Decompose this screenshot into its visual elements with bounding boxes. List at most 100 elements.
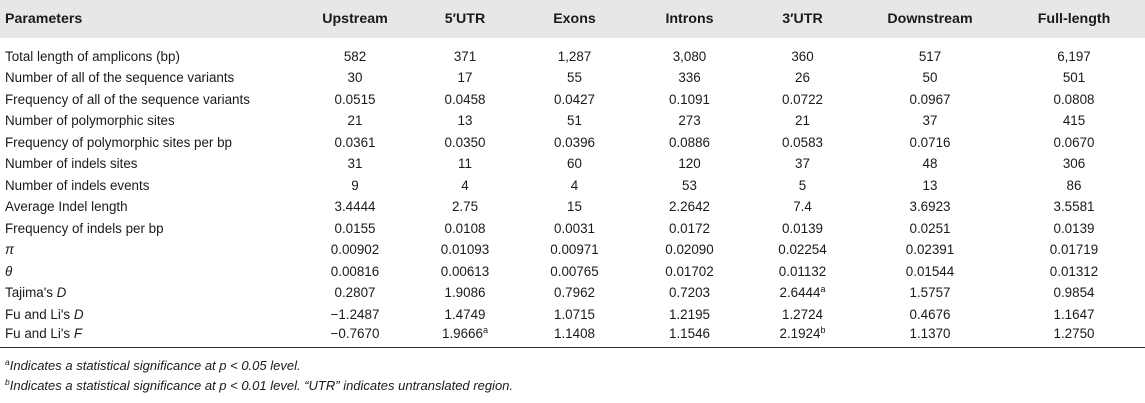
table-cell: 1.1408	[518, 325, 631, 347]
cell-value: 0.01312	[1049, 263, 1099, 279]
cell-value: 1.0715	[554, 306, 595, 322]
row-label: Frequency of indels per bp	[0, 218, 298, 240]
cell-value: 9	[351, 177, 359, 193]
table-cell: 0.0139	[1003, 218, 1145, 240]
table-cell: 1.2750	[1003, 325, 1145, 347]
footnote-text: Indicates a statistical significance at …	[9, 357, 301, 373]
table-cell: 0.7203	[631, 282, 748, 304]
table-row: θ 0.00816 0.00613 0.00765 0.01702 0.01132 0.01…	[0, 261, 1145, 283]
row-label-text: Fu and Li's	[5, 326, 74, 342]
row-label-text: Fu and Li's	[5, 306, 74, 322]
cell-value: 0.0722	[782, 91, 823, 107]
table-cell: 0.0886	[631, 132, 748, 154]
cell-value: 0.01719	[1049, 242, 1099, 258]
table-cell: 0.01702	[631, 261, 748, 283]
table-cell: 1.2724	[748, 304, 857, 326]
row-label-symbol: π	[5, 242, 14, 258]
cell-value: 0.0670	[1053, 134, 1095, 150]
table-header-row: Parameters Upstream 5′UTR Exons Introns …	[0, 0, 1145, 38]
cell-value: 4	[570, 177, 579, 193]
table-cell: 0.01719	[1003, 239, 1145, 261]
cell-value: 0.01093	[440, 242, 490, 258]
table-cell: 0.00613	[412, 261, 518, 283]
significance-mark: b	[820, 325, 826, 336]
row-label-text: Total length of amplicons (bp)	[5, 49, 180, 64]
cell-value: 1.4749	[444, 306, 486, 322]
cell-value: 0.0583	[782, 134, 823, 150]
cell-value: 6,197	[1057, 49, 1091, 64]
table-cell: 1.1546	[631, 325, 748, 347]
row-label: Tajima's D	[0, 282, 298, 304]
cell-value: 21	[347, 113, 363, 129]
table-row: Frequency of indels per bp 0.0155 0.0108 0.…	[0, 218, 1145, 240]
table-body: Total length of amplicons (bp) 582 371 1,28…	[0, 38, 1145, 347]
cell-value: 0.01702	[665, 263, 714, 279]
table-cell: 0.0427	[518, 89, 631, 111]
cell-value: 0.0172	[669, 220, 710, 236]
table-cell: 7.4	[748, 196, 857, 218]
row-label-text: Frequency of indels per bp	[5, 220, 164, 236]
table-cell: 31	[298, 153, 412, 175]
table-cell: 0.0139	[748, 218, 857, 240]
row-label: π	[0, 239, 298, 261]
row-label-text: Average Indel length	[5, 199, 128, 215]
cell-value: 0.00816	[330, 263, 380, 279]
cell-value: 55	[567, 70, 582, 86]
table-cell: 1,287	[518, 38, 631, 67]
cell-value: 0.1091	[669, 91, 710, 107]
row-label-symbol: θ	[5, 263, 13, 279]
cell-value: −1.2487	[330, 306, 380, 322]
row-label: Number of polymorphic sites	[0, 110, 298, 132]
cell-value: 13	[457, 113, 473, 129]
cell-value: 0.0396	[554, 134, 595, 150]
table-cell: 0.7962	[518, 282, 631, 304]
table-cell: 501	[1003, 67, 1145, 89]
row-label: Average Indel length	[0, 196, 298, 218]
header-downstream: Downstream	[887, 11, 973, 27]
table-cell: 60	[518, 153, 631, 175]
cell-value: 120	[678, 156, 701, 172]
table-cell: 0.02391	[857, 239, 1003, 261]
cell-value: 0.00902	[330, 242, 380, 258]
cell-value: 0.9854	[1053, 285, 1095, 301]
cell-value: 501	[1062, 70, 1086, 86]
cell-value: 7.4	[793, 199, 812, 215]
row-label: Total length of amplicons (bp)	[0, 38, 298, 67]
table-cell: 0.00816	[298, 261, 412, 283]
cell-value: 21	[795, 113, 810, 129]
table-cell: 0.0108	[412, 218, 518, 240]
row-label: Number of indels events	[0, 175, 298, 197]
table-cell: 1.0715	[518, 304, 631, 326]
table-cell: 0.01132	[748, 261, 857, 283]
table-row: π 0.00902 0.01093 0.00971 0.02090 0.02254 0.02…	[0, 239, 1145, 261]
cell-value: 0.0031	[554, 220, 595, 236]
row-label: Frequency of polymorphic sites per bp	[0, 132, 298, 154]
table-cell: 11	[412, 153, 518, 175]
footnote-b: bIndicates a statistical significance at…	[5, 376, 1145, 396]
table-cell: 13	[857, 175, 1003, 197]
cell-value: 1.2724	[782, 306, 823, 322]
cell-value: 13	[922, 177, 938, 193]
row-label-symbol: F	[73, 326, 82, 342]
cell-value: 2.6444	[779, 285, 821, 301]
table-cell: 17	[412, 67, 518, 89]
table-row: Frequency of all of the sequence variant…	[0, 89, 1145, 111]
table-row: Number of indels events 9 4 4 53 5 13 86	[0, 175, 1145, 197]
table-cell: 3.4444	[298, 196, 412, 218]
header-introns: Introns	[665, 11, 714, 27]
cell-value: 86	[1066, 177, 1082, 193]
cell-value: 37	[922, 113, 938, 129]
table-cell: 37	[857, 110, 1003, 132]
table-cell: 0.9854	[1003, 282, 1145, 304]
table-cell: 9	[298, 175, 412, 197]
table-cell: 0.02254	[748, 239, 857, 261]
cell-value: 0.0251	[909, 220, 951, 236]
table-cell: 0.01093	[412, 239, 518, 261]
table-cell: 1.2195	[631, 304, 748, 326]
cell-value: 51	[567, 113, 582, 129]
table-cell: 3.6923	[857, 196, 1003, 218]
cell-value: 273	[678, 113, 701, 129]
header-upstream: Upstream	[322, 11, 388, 27]
cell-value: 15	[567, 199, 582, 215]
table-bottom-rule	[0, 346, 1145, 348]
